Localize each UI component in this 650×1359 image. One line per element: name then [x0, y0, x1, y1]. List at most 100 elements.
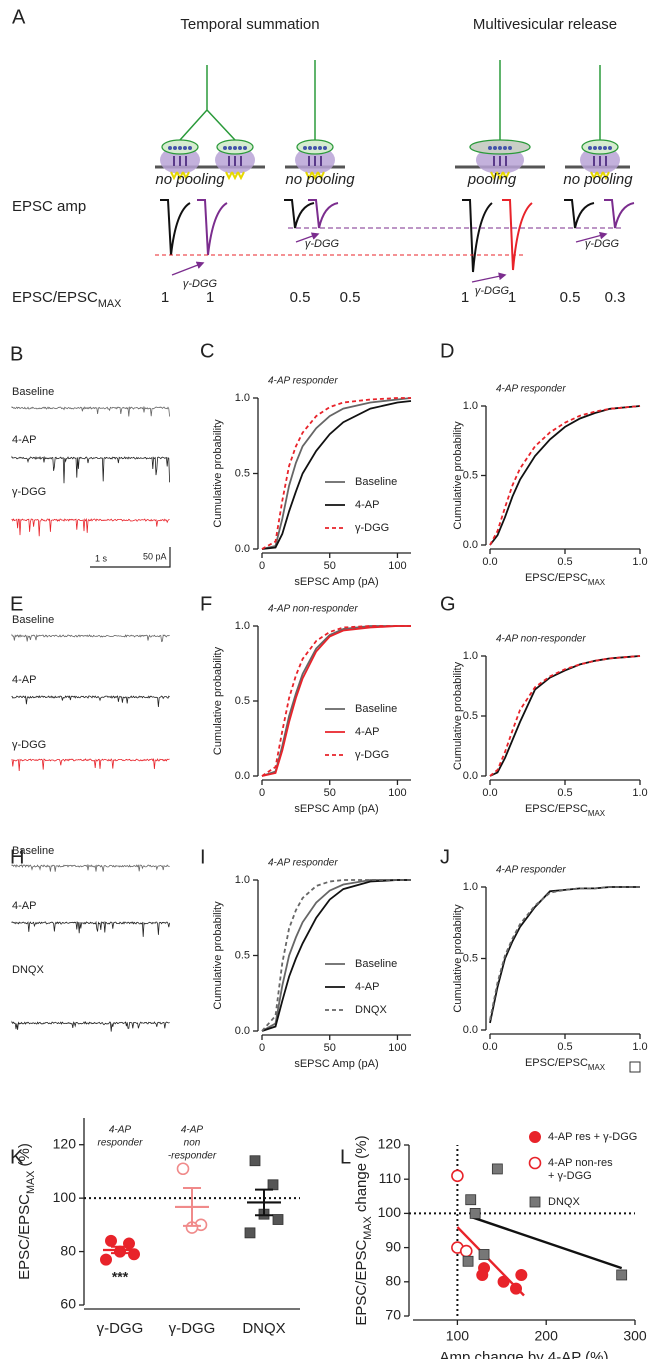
vesicle	[308, 146, 312, 150]
curve	[489, 405, 641, 546]
row-label: EPSC amp	[12, 198, 86, 215]
epsc-wave	[308, 199, 339, 229]
panel-letter: C	[200, 340, 214, 362]
point	[128, 1248, 140, 1261]
vesicle	[183, 146, 187, 150]
panel-letter: G	[440, 593, 456, 615]
group-label: 4-AP	[109, 1125, 132, 1136]
curve	[489, 886, 640, 1021]
current	[496, 171, 504, 181]
scale-bar	[90, 547, 171, 568]
curve	[261, 879, 411, 1032]
y-tick-label: 1.0	[235, 874, 250, 886]
x-axis-label: EPSC/EPSCMAX	[525, 572, 606, 587]
drug-label: γ-DGG	[475, 285, 510, 297]
arrow	[295, 232, 320, 243]
y-tick-label: 1.0	[235, 392, 250, 404]
error-bar	[111, 1245, 129, 1255]
y-axis-label: Cumulative probability	[452, 661, 464, 770]
x-tick-label: 50	[324, 787, 336, 799]
current	[502, 171, 510, 181]
epsc-wave	[284, 199, 315, 229]
x-axis-label: sEPSC Amp (pA)	[294, 576, 378, 588]
y-axis-label: Cumulative probability	[212, 901, 224, 1010]
trace-label: Baseline	[12, 386, 54, 398]
y-tick-label: 90	[385, 1238, 401, 1254]
y-tick-label: 0.0	[235, 1025, 250, 1037]
epsc-wave	[197, 199, 228, 256]
scale-label: 50 pA	[143, 551, 167, 561]
panel-letter: L	[340, 1146, 351, 1168]
current	[170, 171, 178, 181]
curve	[261, 879, 411, 1032]
x-tick-label: 0	[259, 560, 265, 572]
y-tick-label: 100	[378, 1204, 402, 1220]
legend-label: γ-DGG	[355, 522, 389, 534]
y-tick-label: 0.5	[235, 949, 250, 961]
panel-letter: A	[12, 6, 26, 28]
y-tick-label: 110	[379, 1170, 402, 1186]
current	[602, 171, 610, 181]
trace-label: Baseline	[12, 845, 54, 857]
error-bar	[255, 1188, 273, 1217]
legend-label: 4-AP non-res	[548, 1157, 613, 1169]
y-tick-label: 0.5	[235, 695, 250, 707]
y-tick-label: 0.0	[235, 543, 250, 555]
panel-letter: J	[440, 846, 450, 868]
current	[490, 171, 498, 181]
x-tick-label: 0.0	[482, 556, 497, 568]
epsc-wave	[502, 199, 533, 271]
legend-label: DNQX	[548, 1196, 580, 1208]
y-tick-label: 0.5	[463, 469, 478, 481]
legend-label: Baseline	[355, 476, 397, 488]
arrow	[575, 231, 608, 243]
x-axis-label: sEPSC Amp (pA)	[294, 1058, 378, 1070]
vesicle	[508, 146, 512, 150]
group-label: 4-AP	[181, 1125, 204, 1136]
x-tick-label: 100	[388, 787, 406, 799]
legend-swatch	[528, 1156, 542, 1170]
point	[465, 1194, 477, 1206]
y-tick-label: 0.5	[235, 467, 250, 479]
trace-label: γ-DGG	[12, 486, 46, 498]
x-tick-label: 0.0	[482, 787, 497, 799]
vesicle	[498, 146, 502, 150]
current	[237, 171, 245, 181]
panel-letter: I	[200, 846, 206, 868]
x-tick-label: 0.5	[557, 1041, 572, 1053]
curve	[261, 879, 411, 1032]
point	[100, 1253, 112, 1266]
x-tick-label: 0	[259, 787, 265, 799]
y-tick-label: 1.0	[463, 881, 478, 893]
x-tick-label: 300	[623, 1328, 647, 1344]
panel-letter: K	[10, 1146, 24, 1168]
point	[451, 1169, 464, 1183]
ratio-value: 0.5	[560, 289, 581, 306]
x-tick-label: 0.5	[557, 787, 572, 799]
point	[462, 1255, 474, 1267]
arrow	[471, 272, 507, 283]
x-tick-label: γ-DGG	[169, 1320, 216, 1337]
chart-title: 4-AP responder	[496, 384, 566, 395]
trace	[11, 695, 170, 708]
panel-letter: F	[200, 593, 212, 615]
current	[305, 171, 313, 181]
chart-title: 4-AP responder	[496, 865, 566, 876]
scale-label: 1 s	[95, 553, 108, 563]
epsc-wave	[604, 199, 635, 229]
vesicle	[173, 146, 177, 150]
panel-title: Temporal summation	[180, 16, 319, 33]
significance: ***	[112, 1268, 129, 1284]
vesicle	[188, 146, 192, 150]
ratio-value: 0.5	[290, 289, 311, 306]
panel-letter: B	[10, 343, 23, 365]
x-tick-label: 200	[535, 1328, 559, 1344]
curve	[489, 886, 640, 1024]
condition-label: no pooling	[155, 171, 225, 188]
x-axis-label-part: EPSC/EPSC	[525, 1057, 588, 1069]
vesicle	[488, 146, 492, 150]
y-tick-label: 0.5	[463, 952, 478, 964]
x-tick-label: 100	[388, 560, 406, 572]
x-tick-label: 1.0	[632, 556, 647, 568]
ratio-label-part: EPSC/EPSC	[12, 289, 98, 306]
